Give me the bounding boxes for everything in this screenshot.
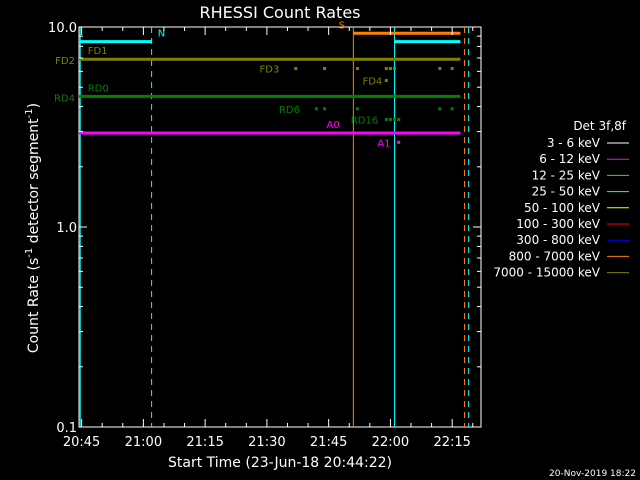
y-axis-label-exp: -1	[24, 108, 35, 118]
y-tick-label: 0.1	[56, 421, 77, 436]
vertical-markers	[79, 27, 470, 427]
flag-label: FD1	[88, 46, 108, 57]
flag-lines: FD1 FD2 RD0 RD4 A0 N S	[54, 20, 461, 135]
y-axis-label-part: )	[26, 103, 42, 108]
y-axis-label-part: detector segment	[26, 118, 42, 248]
y-axis-label-part: Count Rate (s	[26, 258, 42, 353]
x-tick-label: 21:15	[186, 435, 223, 450]
legend-label: 12 - 25 keV	[532, 168, 601, 182]
x-tick-label: 21:00	[125, 435, 162, 450]
x-tick-label: 22:15	[433, 435, 470, 450]
flag-dot	[393, 67, 397, 71]
flag-dot	[397, 117, 401, 121]
x-axis-label: Start Time (23-Jun-18 20:44:22)	[168, 455, 392, 471]
flag-dot-label: FD4	[362, 77, 382, 88]
flag-dot-label: FD3	[260, 65, 280, 76]
flag-label: FD2	[55, 56, 75, 67]
flag-dot	[384, 67, 388, 71]
flag-dot	[397, 140, 401, 144]
footer-timestamp: 20-Nov-2019 18:22	[549, 469, 636, 479]
flag-dot	[450, 67, 454, 71]
flag-dot	[314, 107, 318, 111]
legend-title: Det 3f,8f	[573, 119, 626, 133]
flag-dot	[355, 107, 359, 111]
legend-label: 7000 - 15000 keV	[493, 266, 600, 280]
x-tick-label: 21:45	[310, 435, 347, 450]
y-axis-label-exp: -1	[24, 248, 35, 258]
flag-dot	[388, 117, 392, 121]
legend-label: 3 - 6 keV	[547, 136, 601, 150]
flag-dot	[438, 67, 442, 71]
chart-title: RHESSI Count Rates	[200, 3, 361, 22]
y-axis-label: Count Rate (s-1 detector segment-1)	[24, 103, 42, 353]
legend-label: 100 - 300 keV	[516, 217, 600, 231]
flag-dot-label: RD16	[351, 115, 378, 126]
legend-label: 300 - 800 keV	[516, 233, 600, 247]
flag-dot	[294, 67, 298, 71]
legend-label: 50 - 100 keV	[524, 201, 601, 215]
flag-dot	[384, 117, 388, 121]
flag-label: RD4	[54, 93, 75, 104]
y-tick-label: 10.0	[48, 21, 77, 36]
flag-dot	[438, 107, 442, 111]
flag-label: A0	[327, 120, 340, 131]
flag-dot	[393, 117, 397, 121]
flag-dot	[450, 107, 454, 111]
legend: Det 3f,8f 3 - 6 keV 6 - 12 keV 12 - 25 keV…	[493, 119, 629, 280]
flag-dot-label: RD6	[279, 105, 300, 116]
flag-label: N	[158, 29, 165, 40]
flag-label: RD0	[88, 83, 109, 94]
legend-label: 800 - 7000 keV	[509, 249, 601, 263]
legend-label: 25 - 50 keV	[532, 185, 601, 199]
y-tick-label: 1.0	[56, 221, 77, 236]
flag-dot-label: A1	[377, 138, 390, 149]
flag-dot	[384, 79, 388, 83]
flag-dots: FD3 FD4 RD6 RD16 A1	[260, 65, 454, 149]
legend-label: 6 - 12 keV	[539, 152, 601, 166]
flag-dot	[355, 67, 359, 71]
x-tick-label: 20:45	[63, 435, 100, 450]
y-axis-ticks: 10.0 1.0 0.1	[48, 21, 481, 436]
x-tick-label: 21:30	[248, 435, 285, 450]
x-axis-ticks: 20:45 21:00 21:15 21:30 21:45 22:00 22:15	[63, 27, 474, 450]
flag-dot	[323, 67, 327, 71]
x-tick-label: 22:00	[372, 435, 409, 450]
flag-dot	[388, 67, 392, 71]
flag-label: S	[339, 20, 345, 31]
flag-dot	[323, 107, 327, 111]
